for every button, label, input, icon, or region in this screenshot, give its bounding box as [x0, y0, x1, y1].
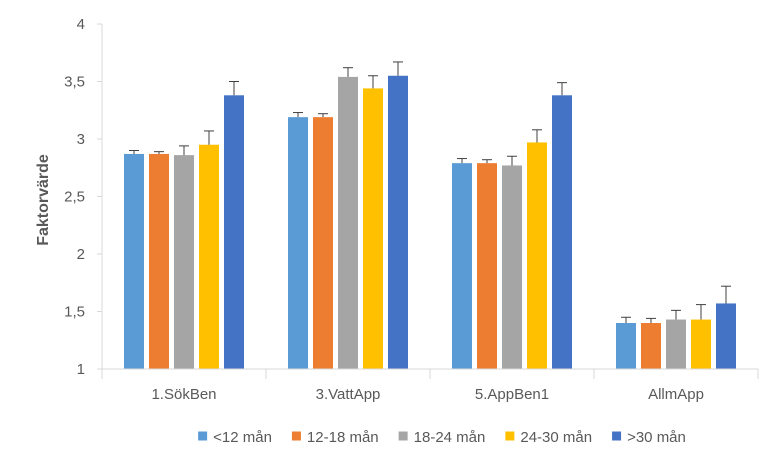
- x-tick-label: 3.VattApp: [316, 386, 381, 403]
- y-tick-label: 1,5: [64, 304, 85, 321]
- bar: [452, 163, 472, 369]
- bar: [527, 142, 547, 369]
- bar: [616, 323, 636, 369]
- legend: <12 mån 12-18 mån 18-24 mån 24-30 mån >30 må…: [198, 429, 686, 446]
- legend-swatch: [291, 431, 301, 441]
- axes-layer: 1 1,5 2 2,5 3 3,5 4 1.SökBen 3.VattApp 5.AppBen1 A…: [64, 16, 759, 403]
- y-tick-label: 3: [77, 131, 85, 148]
- bar: [124, 153, 144, 369]
- bar: [691, 319, 711, 369]
- x-tick-label: AllmApp: [648, 386, 704, 403]
- bar: [313, 117, 333, 370]
- bars-layer: [124, 75, 736, 370]
- legend-label: 24-30 mån: [520, 429, 592, 446]
- x-tick-label: 1.SökBen: [151, 386, 216, 403]
- legend-label: <12 mån: [213, 429, 272, 446]
- legend-swatch: [505, 431, 515, 441]
- legend-swatch: [198, 431, 208, 441]
- y-tick-label: 1: [77, 361, 85, 378]
- y-tick-label: 4: [77, 16, 85, 33]
- bar: [477, 163, 497, 369]
- legend-label: 18-24 mån: [414, 429, 486, 446]
- bar: [199, 144, 219, 369]
- x-tick-label: 5.AppBen1: [475, 386, 549, 403]
- legend-swatch: [612, 431, 622, 441]
- bar: [716, 303, 736, 369]
- bar: [363, 88, 383, 370]
- bar: [502, 165, 522, 369]
- bar: [338, 76, 358, 370]
- bar: [174, 155, 194, 369]
- legend-label: >30 mån: [627, 429, 686, 446]
- bar: [388, 75, 408, 369]
- bar: [149, 153, 169, 369]
- bar: [641, 323, 661, 369]
- bar: [224, 95, 244, 370]
- legend-swatch: [398, 431, 408, 441]
- legend-label: 12-18 mån: [307, 429, 379, 446]
- bar: [552, 95, 572, 370]
- y-axis-label: Faktorvärde: [35, 154, 52, 246]
- error-bars-layer: [129, 61, 731, 323]
- bar: [288, 117, 308, 370]
- bar: [666, 319, 686, 369]
- y-tick-label: 3,5: [64, 74, 85, 91]
- y-tick-label: 2: [77, 246, 85, 263]
- y-tick-label: 2,5: [64, 189, 85, 206]
